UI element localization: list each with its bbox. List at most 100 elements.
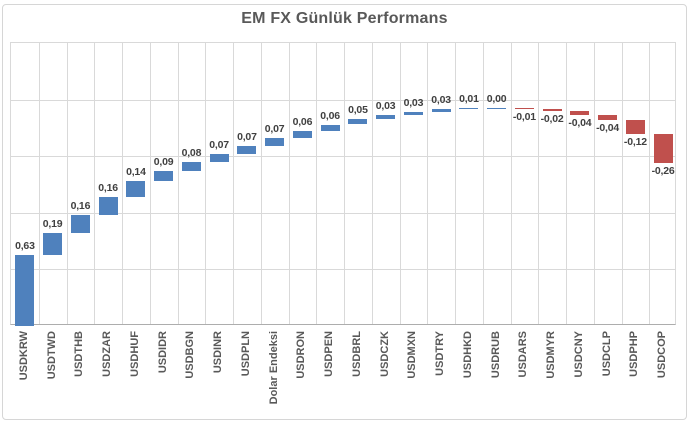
horizontal-gridline — [11, 269, 675, 271]
waterfall-bar — [126, 181, 146, 197]
waterfall-bar — [70, 215, 90, 234]
bar-value-label: 0,03 — [431, 93, 451, 106]
category-label-text: USDTWD — [45, 331, 58, 380]
vertical-gridline — [260, 43, 262, 324]
vertical-gridline — [621, 43, 623, 324]
vertical-gridline — [316, 43, 318, 324]
waterfall-bar — [625, 120, 645, 134]
horizontal-gridline — [11, 99, 675, 101]
chart-title: EM FX Günlük Performans — [241, 10, 448, 27]
bar-value-label: 0,07 — [264, 123, 285, 136]
waterfall-bar — [209, 153, 229, 162]
category-label-text: USDIDR — [156, 331, 169, 374]
category-label: USDCLP — [593, 331, 621, 420]
bar-value-label: 0,14 — [126, 166, 146, 179]
category-label: Dolar Endeksi — [260, 331, 288, 420]
waterfall-bar — [181, 161, 201, 171]
waterfall-bar — [15, 254, 35, 326]
bar-value-label: 0,19 — [42, 218, 63, 231]
category-label-text: USDCLP — [600, 331, 613, 377]
category-label-text: USDBGN — [184, 331, 197, 379]
waterfall-bar — [237, 146, 257, 154]
category-label: USDTRY — [426, 331, 454, 420]
category-label: USDMYR — [537, 331, 565, 420]
category-label: USDTWD — [38, 331, 66, 420]
category-label-text: Dolar Endeksi — [267, 331, 280, 405]
category-label: USDRON — [288, 331, 316, 420]
bar-value-label: 0,05 — [348, 103, 368, 116]
bar-value-label: -0,02 — [540, 112, 564, 125]
category-label: USDPLN — [232, 331, 260, 420]
waterfall-bar — [98, 197, 118, 216]
vertical-gridline — [66, 43, 68, 324]
vertical-gridline — [427, 43, 429, 324]
category-label: USDMXN — [399, 331, 427, 420]
waterfall-bar — [154, 170, 174, 182]
waterfall-bar — [598, 115, 618, 120]
category-label: USDCNY — [565, 331, 593, 420]
category-label-text: USDHKD — [461, 331, 474, 379]
bar-value-label: -0,26 — [651, 165, 675, 177]
bar-value-label: 0,03 — [375, 100, 396, 113]
vertical-gridline — [149, 43, 151, 324]
vertical-gridline — [233, 43, 234, 324]
category-label-text: USDCOP — [656, 331, 669, 379]
waterfall-bar — [376, 115, 396, 119]
horizontal-gridline — [11, 156, 675, 158]
category-label-text: USDCZK — [378, 331, 391, 377]
category-label-text: USDPLN — [239, 331, 252, 377]
bar-value-label: 0,16 — [70, 200, 91, 213]
category-label-text: USDMYR — [545, 331, 558, 379]
waterfall-bar — [570, 110, 590, 116]
bar-value-label: 0,07 — [209, 138, 229, 151]
category-label: USDBGN — [177, 331, 205, 420]
waterfall-bar — [320, 124, 340, 132]
category-label: USDARS — [510, 331, 538, 420]
category-label: USDTHB — [66, 331, 94, 420]
waterfall-bar — [348, 118, 368, 125]
category-label: USDCOP — [648, 331, 676, 420]
bar-value-label: 0,03 — [403, 97, 424, 110]
vertical-gridline — [566, 43, 567, 324]
vertical-gridline — [399, 43, 401, 324]
category-label-text: USDMXN — [406, 331, 419, 379]
category-label-text: USDPHP — [628, 331, 641, 377]
vertical-gridline — [38, 43, 40, 324]
waterfall-bar — [542, 108, 562, 111]
bar-value-label: 0,00 — [486, 92, 507, 105]
category-label: USDHKD — [454, 331, 482, 420]
bar-value-label: 0,06 — [320, 109, 340, 122]
waterfall-bar — [43, 233, 63, 255]
category-label-text: USDPEN — [323, 331, 336, 377]
category-label-text: USDBRL — [350, 331, 363, 377]
category-label-text: USDINR — [212, 331, 225, 374]
category-label: USDPHP — [621, 331, 649, 420]
plot-area: 0,63 0,19 0,16 0,16 0,14 0,09 0,08 0,07 0,07 0,07… — [10, 42, 676, 326]
category-label: USDINR — [204, 331, 232, 420]
category-label-text: USDARS — [517, 331, 530, 378]
vertical-gridline — [122, 43, 123, 324]
vertical-gridline — [649, 43, 651, 324]
category-label: USDHUF — [121, 331, 149, 420]
waterfall-bar — [487, 107, 507, 110]
bar-value-label: 0,63 — [15, 239, 35, 252]
bar-value-label: 0,01 — [459, 92, 479, 105]
vertical-gridline — [538, 43, 540, 324]
category-label-text: USDRUB — [489, 331, 502, 379]
vertical-gridline — [288, 43, 290, 324]
category-label: USDCZK — [371, 331, 399, 420]
bar-value-label: -0,04 — [568, 117, 592, 130]
category-label: USDRUB — [482, 331, 510, 420]
waterfall-bar — [459, 107, 479, 110]
waterfall-bar — [431, 108, 451, 113]
vertical-gridline — [94, 43, 96, 324]
category-label: USDIDR — [149, 331, 177, 420]
bar-value-label: 0,09 — [153, 155, 174, 168]
vertical-gridline — [205, 43, 207, 324]
category-label-text: USDKRW — [17, 331, 30, 381]
bar-value-label: 0,16 — [98, 182, 118, 194]
bar-value-label: -0,04 — [596, 122, 620, 134]
category-label-text: USDRON — [295, 331, 308, 379]
category-label: USDPEN — [315, 331, 343, 420]
